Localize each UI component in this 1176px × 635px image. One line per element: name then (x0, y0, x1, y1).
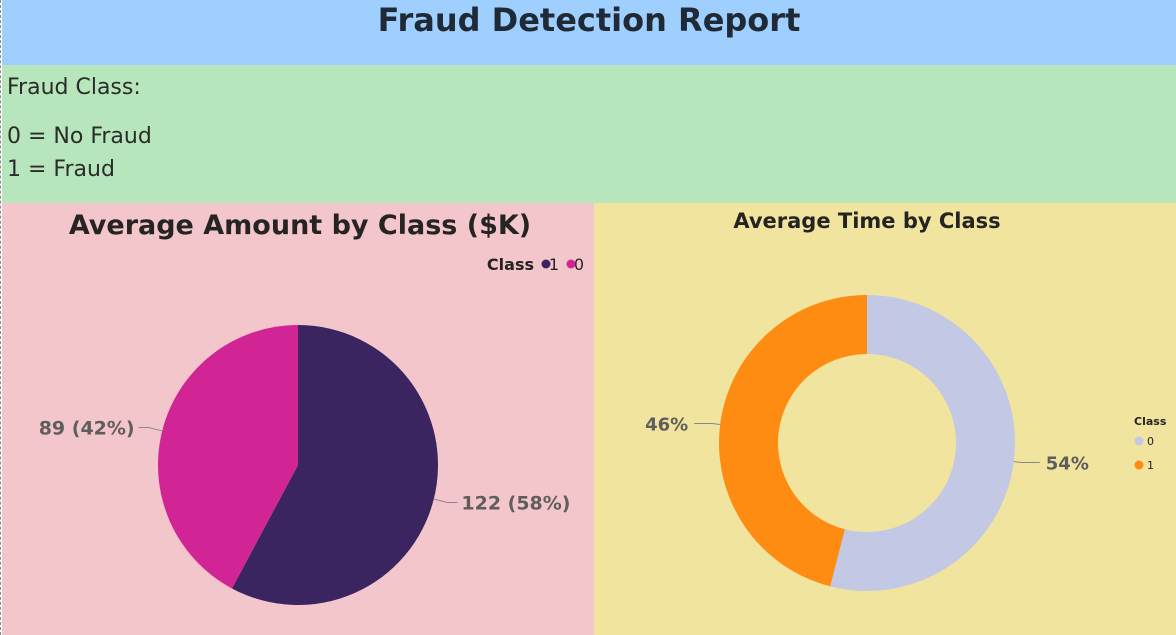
amount-data-label-class-1: 122 (58%) (461, 492, 570, 514)
time-slice-class-1[interactable] (718, 295, 867, 587)
time-legend-swatch-1 (1134, 460, 1144, 470)
time-chart-panel[interactable]: Average Time by Class Class 0 1 54% 46% (594, 203, 1176, 635)
amount-legend-label-0: 0 (574, 255, 584, 274)
amount-leader-line (138, 427, 163, 432)
amount-legend-swatch-1 (541, 259, 551, 269)
time-legend[interactable]: Class 0 1 (1134, 415, 1167, 472)
time-data-label-class-0: 54% (1046, 454, 1089, 475)
amount-slice-class-0[interactable] (157, 325, 298, 589)
time-leader-line (694, 422, 721, 425)
time-chart-title: Average Time by Class (733, 209, 1000, 233)
amount-data-labels: 122 (58%) 89 (42%) (39, 418, 571, 515)
amount-chart-title: Average Amount by Class ($K) (69, 210, 531, 241)
time-legend-label-0: 0 (1147, 435, 1154, 448)
amount-pie-chart[interactable]: Average Amount by Class ($K) 01 Class 122… (2, 203, 594, 635)
time-slices[interactable] (718, 295, 1015, 591)
amount-leader-line (433, 498, 458, 503)
left-edge-rule (0, 0, 2, 635)
amount-legend[interactable]: 01 Class (487, 255, 584, 274)
amount-data-label-class-0: 89 (42%) (39, 418, 135, 440)
amount-legend-label-1: 1 (549, 255, 559, 274)
time-leader-line (1013, 461, 1040, 464)
time-legend-title: Class (1134, 415, 1167, 428)
fraud-class-heading: Fraud Class: (7, 75, 141, 100)
time-legend-label-1: 1 (1147, 459, 1154, 472)
time-slice-class-0[interactable] (830, 295, 1015, 591)
amount-slices[interactable] (157, 325, 438, 605)
fraud-class-zero: 0 = No Fraud (7, 124, 152, 149)
time-data-labels: 54% 46% (645, 414, 1089, 474)
amount-slice-class-1[interactable] (231, 325, 438, 605)
time-legend-swatch-0 (1134, 436, 1144, 446)
time-donut-chart[interactable]: Average Time by Class Class 0 1 54% 46% (594, 203, 1176, 635)
amount-legend-swatch-0 (566, 259, 576, 269)
amount-chart-panel[interactable]: Average Amount by Class ($K) 0 1 Class 122… (2, 203, 594, 635)
fraud-class-legend-box: Fraud Class: 0 = No Fraud 1 = Fraud (2, 65, 1176, 203)
report-header: Fraud Detection Report (2, 0, 1176, 65)
amount-legend-title: Class (487, 255, 534, 274)
fraud-class-one: 1 = Fraud (7, 157, 115, 182)
time-data-label-class-1: 46% (645, 414, 688, 435)
report-title: Fraud Detection Report (377, 1, 801, 39)
